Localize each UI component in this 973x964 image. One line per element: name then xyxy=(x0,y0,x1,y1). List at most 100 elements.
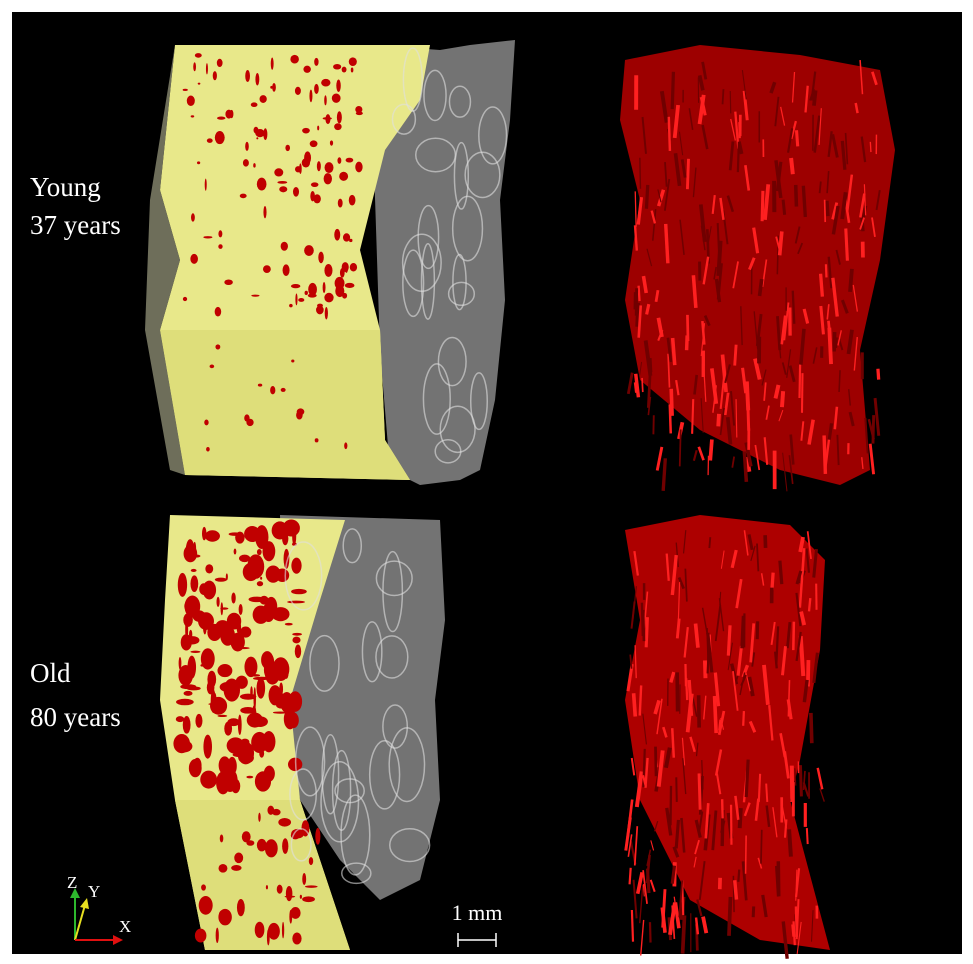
texture xyxy=(263,541,276,561)
texture xyxy=(263,128,267,140)
texture xyxy=(295,644,301,658)
texture xyxy=(255,73,259,85)
texture xyxy=(253,163,255,168)
texture xyxy=(753,906,754,917)
texture xyxy=(279,186,287,192)
scale-bar-label: 1 mm xyxy=(452,900,503,925)
texture xyxy=(199,896,213,915)
panel-age: 37 years xyxy=(30,210,121,240)
texture xyxy=(650,922,651,942)
texture xyxy=(680,429,681,466)
texture xyxy=(225,110,232,119)
texture xyxy=(829,423,831,439)
texture xyxy=(723,89,724,104)
texture xyxy=(204,420,208,426)
texture xyxy=(215,344,220,349)
texture xyxy=(290,907,300,919)
texture xyxy=(316,306,324,315)
texture xyxy=(780,231,782,255)
panel-label: Old xyxy=(30,658,71,688)
texture xyxy=(279,682,283,695)
texture xyxy=(292,525,296,546)
texture xyxy=(873,415,874,443)
texture xyxy=(198,612,214,630)
texture xyxy=(761,830,762,864)
texture xyxy=(251,102,258,107)
texture xyxy=(344,442,347,449)
texture xyxy=(266,885,268,889)
texture xyxy=(699,695,700,727)
texture xyxy=(255,771,271,791)
texture xyxy=(313,194,320,203)
texture xyxy=(324,95,327,105)
texture xyxy=(267,806,274,815)
texture xyxy=(258,384,262,387)
texture xyxy=(210,697,227,715)
texture xyxy=(325,307,328,319)
texture xyxy=(710,440,712,461)
texture xyxy=(215,131,225,144)
texture xyxy=(206,63,208,74)
texture xyxy=(340,268,345,278)
texture xyxy=(179,657,182,670)
texture xyxy=(837,435,838,465)
texture xyxy=(292,932,301,944)
texture xyxy=(342,67,347,73)
texture xyxy=(671,786,672,826)
texture xyxy=(219,864,228,873)
texture xyxy=(709,537,710,548)
texture xyxy=(676,820,678,848)
texture xyxy=(289,304,293,307)
texture xyxy=(349,57,357,66)
texture xyxy=(243,563,259,581)
texture xyxy=(302,873,306,885)
texture xyxy=(672,728,674,757)
texture xyxy=(349,195,356,206)
texture xyxy=(309,857,313,865)
texture xyxy=(333,64,341,70)
panel-age: 80 years xyxy=(30,702,121,732)
texture xyxy=(263,265,271,273)
texture xyxy=(793,622,794,650)
texture xyxy=(253,716,268,727)
texture xyxy=(197,161,200,164)
texture xyxy=(255,922,265,938)
texture xyxy=(281,242,288,251)
texture xyxy=(205,530,220,541)
texture xyxy=(231,593,235,604)
texture xyxy=(240,707,255,714)
texture xyxy=(349,239,352,242)
texture xyxy=(350,263,357,271)
texture xyxy=(198,83,201,85)
texture xyxy=(634,693,636,716)
texture xyxy=(231,865,241,871)
texture xyxy=(203,735,212,759)
texture xyxy=(260,95,267,103)
texture xyxy=(213,71,217,80)
texture xyxy=(796,185,797,207)
texture xyxy=(324,173,332,184)
texture xyxy=(243,159,249,167)
texture xyxy=(807,828,808,844)
texture xyxy=(281,388,286,392)
texture xyxy=(696,624,698,648)
texture xyxy=(287,601,305,604)
texture xyxy=(286,886,293,901)
texture xyxy=(234,548,237,554)
texture xyxy=(735,345,736,366)
texture xyxy=(762,191,763,221)
texture xyxy=(257,549,262,555)
texture xyxy=(826,264,827,277)
texture xyxy=(285,145,290,151)
texture xyxy=(740,808,741,828)
texture xyxy=(336,80,340,92)
texture xyxy=(671,389,672,416)
texture xyxy=(315,438,319,442)
texture xyxy=(282,922,284,938)
texture xyxy=(789,829,791,856)
texture xyxy=(183,613,193,627)
texture xyxy=(663,458,665,491)
texture xyxy=(285,896,296,898)
texture xyxy=(291,589,307,594)
texture xyxy=(317,161,321,171)
